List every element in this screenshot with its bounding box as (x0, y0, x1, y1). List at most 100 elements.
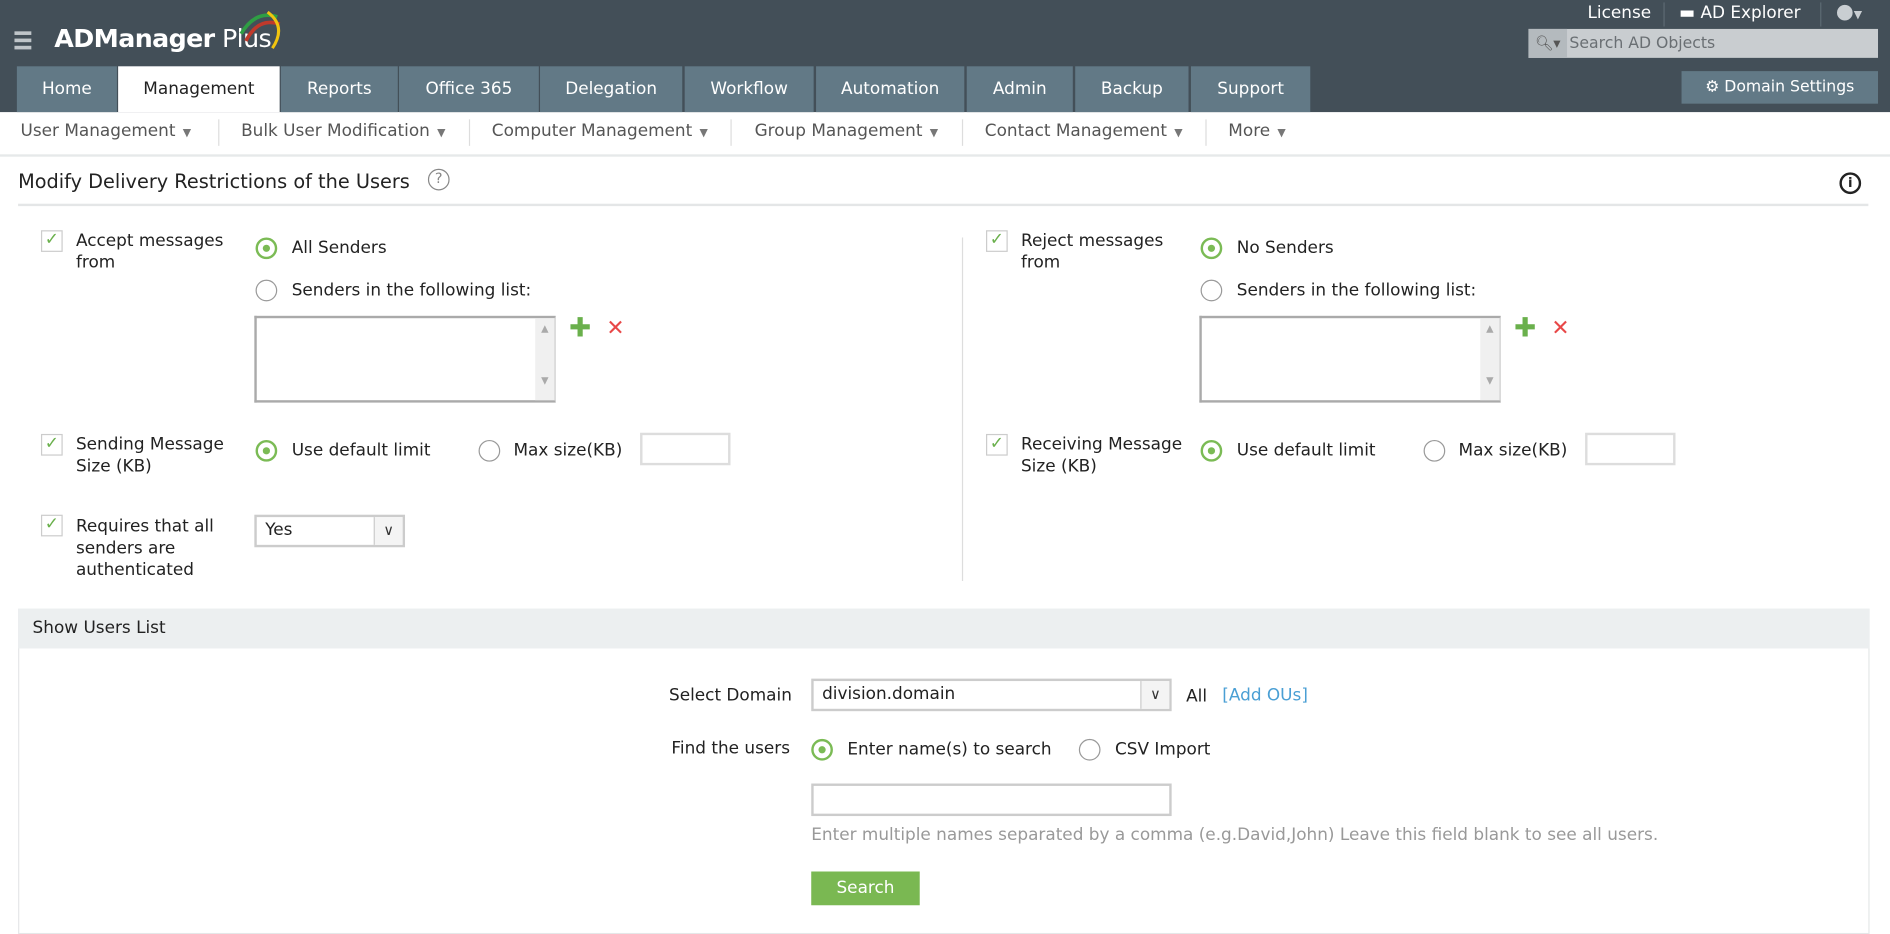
max-size-input[interactable] (640, 432, 731, 466)
auth-checkbox[interactable]: ✓ (40, 514, 63, 537)
remove-icon[interactable]: ✕ (1551, 315, 1570, 342)
add-icon[interactable]: ✚ (1513, 313, 1537, 344)
tab-management[interactable]: Management (118, 66, 280, 113)
tab-delegation[interactable]: Delegation (540, 66, 683, 113)
caret-down-icon: ▼ (1174, 127, 1183, 140)
use-default-limit-label: Use default limit (291, 441, 431, 461)
chevron-down-icon: ∨ (1140, 681, 1170, 709)
search-ad-objects: 🔍︎▾ (1528, 28, 1879, 58)
subnav-user-management[interactable]: User Management ▼ (20, 121, 192, 142)
add-ous-link[interactable]: [Add OUs] (1222, 685, 1308, 706)
domain-select[interactable]: division.domain ∨ (811, 678, 1172, 712)
subnav-contact-management[interactable]: Contact Management ▼ (984, 121, 1183, 142)
reject-senders-list-radio[interactable] (1200, 279, 1223, 302)
divider (1205, 119, 1207, 146)
gear-icon: ⚙ (1705, 78, 1725, 97)
page-title: Modify Delivery Restrictions of the User… (18, 169, 410, 193)
license-link[interactable]: License (1587, 3, 1652, 23)
sending-size-checkbox[interactable]: ✓ (40, 433, 63, 456)
no-senders-label: No Senders (1236, 238, 1334, 258)
reject-senders-listbox[interactable]: ▲ ▼ (1199, 315, 1501, 403)
divider (1663, 2, 1665, 27)
tab-admin[interactable]: Admin (966, 66, 1073, 113)
show-users-header: Show Users List (18, 608, 1870, 649)
tab-home[interactable]: Home (16, 66, 117, 113)
subnav-more[interactable]: More ▼ (1228, 121, 1286, 142)
recv-use-default-limit-label: Use default limit (1236, 441, 1376, 461)
csv-import-label: CSV Import (1114, 740, 1211, 760)
recv-max-size-radio[interactable] (1423, 439, 1446, 462)
senders-list-radio[interactable] (255, 279, 278, 302)
no-senders-radio[interactable] (1200, 237, 1223, 260)
add-icon[interactable]: ✚ (568, 313, 592, 344)
search-icon[interactable]: 🔍︎▾ (1528, 28, 1568, 58)
remove-icon[interactable]: ✕ (606, 315, 625, 342)
accept-senders-listbox[interactable]: ▲ ▼ (254, 315, 556, 403)
enter-names-label: Enter name(s) to search (847, 740, 1052, 760)
domain-settings-button[interactable]: ⚙ Domain Settings (1681, 71, 1879, 104)
select-domain-label: Select Domain (668, 685, 792, 706)
divider (1820, 2, 1822, 27)
scrollbar[interactable]: ▲ ▼ (535, 318, 555, 401)
caret-down-icon: ▼ (929, 127, 939, 140)
names-input[interactable] (811, 783, 1172, 817)
csv-import-radio[interactable] (1078, 738, 1101, 761)
caret-down-icon: ▼ (182, 127, 192, 140)
all-ous-label: All (1186, 687, 1208, 707)
max-size-label: Max size(KB) (513, 441, 623, 461)
caret-down-icon: ▼ (699, 127, 708, 140)
help-icon[interactable]: ? (427, 168, 450, 191)
divider (18, 203, 1869, 207)
app-logo: ADManager Plus (54, 24, 272, 54)
scrollbar[interactable]: ▲ ▼ (1480, 318, 1500, 401)
reject-messages-checkbox[interactable]: ✓ (986, 230, 1008, 252)
reject-senders-list-label: Senders in the following list: (1236, 280, 1477, 301)
max-size-radio[interactable] (478, 439, 501, 462)
search-button[interactable]: Search (811, 871, 920, 906)
recv-max-size-label: Max size(KB) (1458, 441, 1568, 461)
hamburger-menu-icon[interactable] (14, 31, 32, 50)
accept-messages-label: Accept messages from (75, 231, 224, 273)
auth-label: Requires that all senders are authentica… (75, 517, 214, 580)
caret-down-icon: ▼ (437, 127, 446, 140)
divider (468, 119, 471, 146)
subnav-computer-management[interactable]: Computer Management ▼ (491, 121, 708, 142)
divider (961, 119, 964, 146)
all-senders-label: All Senders (291, 238, 387, 258)
subnav-group-management[interactable]: Group Management ▼ (754, 121, 939, 142)
use-default-limit-radio[interactable] (255, 439, 278, 462)
info-icon[interactable]: i (1839, 172, 1862, 195)
logo-arc-icon (239, 10, 281, 50)
divider (0, 154, 1890, 157)
sending-size-label: Sending Message Size (KB) (75, 435, 224, 477)
reject-messages-label: Reject messages from (1020, 231, 1164, 273)
divider (730, 119, 732, 146)
folder-icon: ▬ (1679, 3, 1701, 23)
caret-down-icon: ▼ (1277, 127, 1286, 140)
find-users-label: Find the users (671, 738, 791, 759)
tab-support[interactable]: Support (1190, 66, 1311, 113)
user-account-icon[interactable]: ●▼ (1835, 0, 1863, 25)
tab-reports[interactable]: Reports (280, 66, 398, 113)
senders-list-label: Senders in the following list: (291, 280, 532, 301)
divider (218, 119, 220, 146)
divider (961, 237, 964, 582)
receiving-size-label: Receiving Message Size (KB) (1020, 435, 1183, 477)
chevron-down-icon: ∨ (373, 517, 403, 545)
auth-select[interactable]: Yes ∨ (254, 514, 406, 548)
recv-max-size-input[interactable] (1585, 432, 1676, 466)
ad-explorer-link[interactable]: ▬ AD Explorer (1679, 3, 1801, 23)
tab-workflow[interactable]: Workflow (684, 66, 814, 113)
all-senders-radio[interactable] (255, 237, 278, 260)
tab-office-365[interactable]: Office 365 (398, 66, 539, 113)
accept-messages-checkbox[interactable]: ✓ (40, 230, 63, 252)
recv-use-default-limit-radio[interactable] (1200, 439, 1223, 462)
tab-backup[interactable]: Backup (1075, 66, 1189, 113)
tab-automation[interactable]: Automation (816, 66, 965, 113)
search-input[interactable] (1569, 28, 1876, 58)
show-users-panel (18, 608, 1870, 934)
subnav-bulk-user-modification[interactable]: Bulk User Modification ▼ (241, 121, 446, 142)
enter-names-radio[interactable] (811, 738, 833, 761)
receiving-size-checkbox[interactable]: ✓ (986, 433, 1008, 456)
names-hint: Enter multiple names separated by a comm… (811, 825, 1659, 845)
